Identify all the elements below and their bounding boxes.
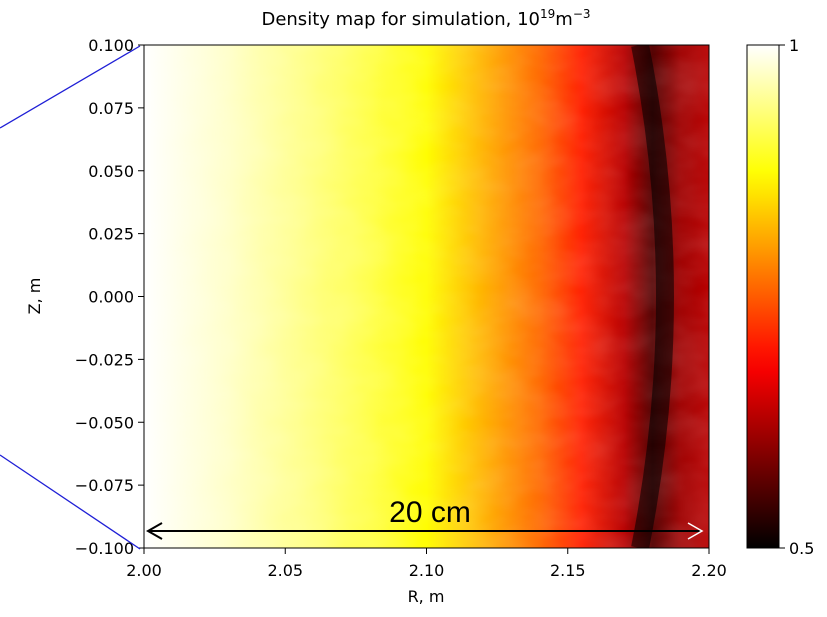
colorbar-frame bbox=[746, 44, 780, 549]
chart-title: Density map for simulation, 1019m−3 bbox=[261, 7, 590, 30]
heatmap-texture bbox=[144, 45, 709, 548]
edge-dark-arc bbox=[631, 45, 674, 548]
colorbar-label-max: 1 bbox=[789, 36, 799, 55]
x-axis: 2.00 2.05 2.10 2.15 2.20 bbox=[126, 548, 727, 580]
y-tick-label: 0.050 bbox=[88, 162, 134, 181]
chart-title-exp2: −3 bbox=[573, 7, 591, 21]
chart-title-unit: m bbox=[555, 9, 573, 30]
x-axis-label: R, m bbox=[408, 587, 445, 606]
x-tick-label: 2.15 bbox=[550, 561, 586, 580]
x-tick-label: 2.05 bbox=[267, 561, 303, 580]
colorbar-label-min: 0.5 bbox=[789, 539, 814, 558]
x-tick-label: 2.00 bbox=[126, 561, 162, 580]
chart-title-main: Density map for simulation, 10 bbox=[261, 9, 540, 30]
y-axis: 0.100 0.075 0.050 0.025 0.000 −0.025 −0.050 −0.… bbox=[75, 36, 144, 558]
scale-arrow-head-left bbox=[145, 522, 163, 540]
y-tick-label: −0.050 bbox=[75, 413, 134, 432]
y-tick-label: 0.075 bbox=[88, 99, 134, 118]
x-tick-label: 2.20 bbox=[691, 561, 727, 580]
heatmap-plot bbox=[144, 45, 709, 548]
scale-annotation: 20 cm bbox=[145, 496, 704, 540]
y-tick-label: −0.075 bbox=[75, 476, 134, 495]
y-tick-label: 0.100 bbox=[88, 36, 134, 55]
y-tick-label: 0.025 bbox=[88, 225, 134, 244]
zoom-guide-bottom bbox=[0, 454, 141, 550]
scale-arrow-head-right bbox=[687, 522, 704, 540]
y-tick-label: −0.100 bbox=[75, 539, 134, 558]
x-tick-label: 2.10 bbox=[409, 561, 445, 580]
scale-annotation-text: 20 cm bbox=[389, 496, 471, 529]
chart-title-exp: 19 bbox=[540, 7, 555, 21]
colorbar-gradient bbox=[747, 45, 779, 548]
y-axis-label: Z, m bbox=[25, 278, 44, 315]
y-tick-label: 0.000 bbox=[88, 288, 134, 307]
zoom-guide-top bbox=[0, 45, 141, 129]
colorbar: 1 0.5 bbox=[746, 36, 814, 558]
y-tick-label: −0.025 bbox=[75, 350, 134, 369]
